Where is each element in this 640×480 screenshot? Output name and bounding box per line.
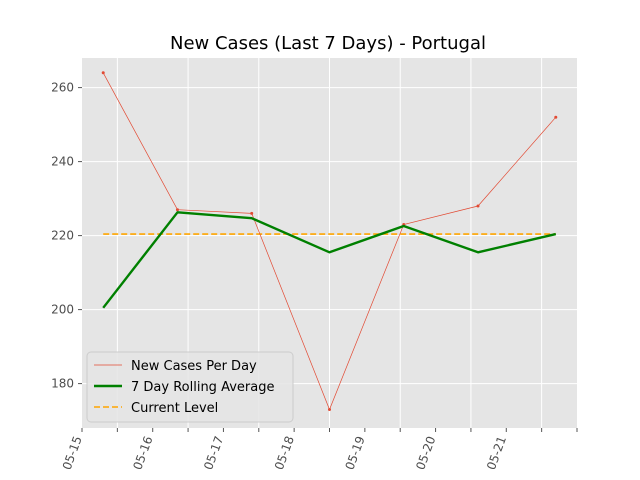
y-tick-label: 260 (51, 81, 74, 95)
series-layer (101, 71, 558, 411)
y-tick-label: 220 (51, 229, 74, 243)
y-tick-label: 240 (51, 155, 74, 169)
y-axis: 180 200 220 240 260 (51, 81, 82, 391)
y-tick-label: 200 (51, 303, 74, 317)
data-point (328, 408, 331, 411)
series-line-1 (102, 211, 557, 309)
data-point (250, 211, 254, 215)
data-point (476, 204, 480, 208)
legend-box (86, 351, 294, 423)
data-point (554, 115, 558, 119)
y-tick-label: 180 (51, 377, 74, 391)
legend-label-0: New Cases Per Day (131, 359, 257, 374)
data-point (175, 208, 179, 212)
legend-label-1: 7 Day Rolling Average (131, 380, 274, 395)
legend: New Cases Per Day 7 Day Rolling Average Cu… (86, 351, 294, 423)
data-point (101, 71, 105, 75)
legend-label-2: Current Level (131, 401, 218, 416)
chart-title: New Cases (Last 7 Days) - Portugal (170, 33, 486, 54)
